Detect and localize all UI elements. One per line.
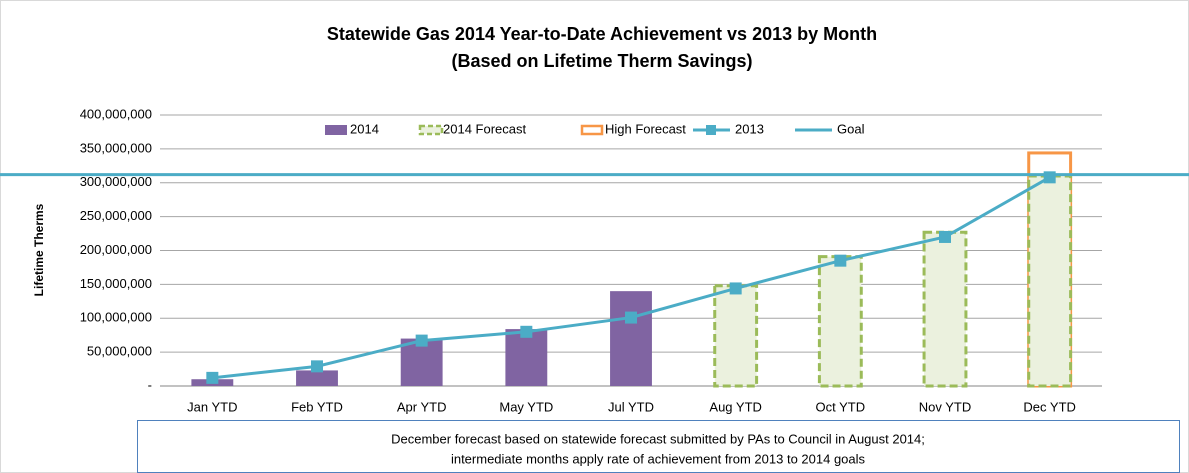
line-marker [834,254,847,267]
y-tick-label: 400,000,000 [80,106,152,121]
line-marker [520,325,533,338]
legend-label: 2014 Forecast [443,121,526,136]
y-tick-label: 250,000,000 [80,208,152,223]
line-marker [206,371,219,384]
forecast-bar [922,230,968,388]
note-line: December forecast based on statewide for… [391,431,925,446]
x-tick-label: May YTD [499,399,553,414]
y-tick-label: 350,000,000 [80,140,152,155]
bar [296,370,338,386]
y-tick-label: 200,000,000 [80,242,152,257]
x-tick-label: Feb YTD [291,399,343,414]
x-tick-label: Aug YTD [709,399,762,414]
bar [610,291,652,386]
legend-label: 2013 [735,121,764,136]
legend-swatch [325,125,347,135]
legend-label: High Forecast [605,121,686,136]
bar [505,329,548,386]
y-tick-label: - [148,377,152,392]
x-tick-label: Nov YTD [919,399,972,414]
legend-swatch [580,124,604,136]
y-tick-label: 150,000,000 [80,276,152,291]
forecast-bar [713,284,759,388]
y-axis-label: Lifetime Therms [32,203,46,296]
legend-marker [706,125,716,135]
legend-label: Goal [837,121,865,136]
x-tick-label: Apr YTD [397,399,447,414]
forecast-bar [1027,174,1073,388]
line-marker [939,230,951,243]
y-tick-label: 300,000,000 [80,174,152,189]
line-marker [625,311,637,324]
note-box [137,420,1180,473]
chart-subtitle: (Based on Lifetime Therm Savings) [451,51,752,71]
forecast-bar [817,255,863,388]
legend-label: 2014 [350,121,379,136]
y-tick-label: 50,000,000 [87,344,152,359]
line-marker [415,334,428,347]
note-line: intermediate months apply rate of achiev… [451,451,866,466]
line-marker [311,360,323,373]
x-tick-label: Jan YTD [187,399,237,414]
legend-swatch [418,124,444,136]
x-tick-label: Dec YTD [1023,399,1076,414]
line-marker [729,282,742,295]
x-tick-label: Jul YTD [608,399,654,414]
x-tick-label: Oct YTD [816,399,866,414]
y-tick-label: 100,000,000 [80,310,152,325]
chart-title: Statewide Gas 2014 Year-to-Date Achievem… [327,24,877,44]
